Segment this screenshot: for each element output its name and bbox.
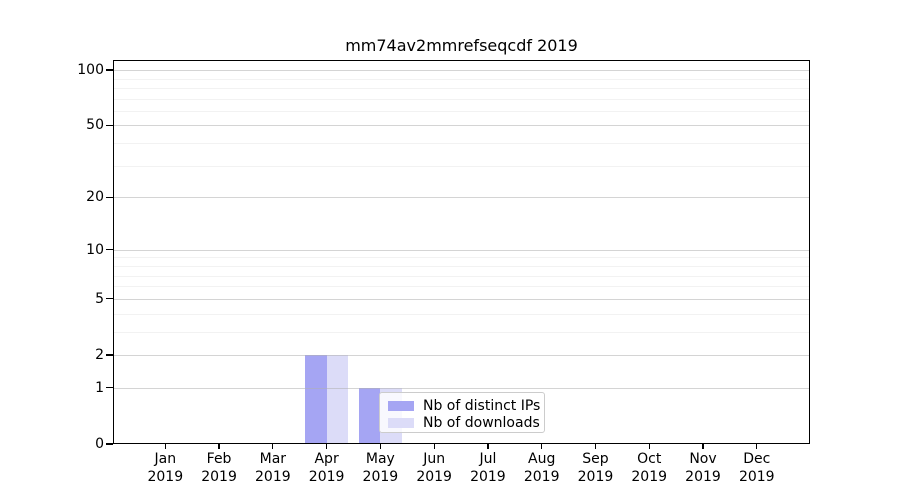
y-tick-mark <box>106 298 113 300</box>
x-tick-mark <box>379 444 382 449</box>
minor-gridline <box>113 110 810 112</box>
minor-gridline <box>113 313 810 315</box>
bar-distinct-ips <box>358 387 381 444</box>
x-tick-mark <box>702 444 704 449</box>
minor-gridline <box>113 143 810 145</box>
x-tick-label: Apr 2019 <box>308 451 345 485</box>
legend-item-downloads: Nb of downloads <box>380 414 544 431</box>
y-tick-label: 100 <box>77 62 104 79</box>
x-tick-mark <box>164 444 166 449</box>
minor-gridline <box>113 286 810 288</box>
plot-frame <box>113 60 810 444</box>
legend-item-distinct-ips: Nb of distinct IPs <box>380 397 544 414</box>
x-tick-label: Sep 2019 <box>577 451 614 485</box>
x-tick-mark <box>325 444 328 449</box>
x-tick-label: Aug 2019 <box>523 451 560 485</box>
legend: Nb of distinct IPs Nb of downloads <box>379 392 545 433</box>
y-tick-label: 5 <box>95 290 104 307</box>
chart-title: mm74av2mmrefseqcdf 2019 <box>345 36 578 55</box>
bar-distinct-ips <box>305 354 327 444</box>
y-tick-mark <box>106 249 113 251</box>
x-tick-mark <box>648 444 650 449</box>
x-tick-mark <box>541 444 543 449</box>
y-tick-mark <box>106 69 113 71</box>
y-tick-label: 0 <box>95 436 104 452</box>
x-tick-mark <box>594 444 597 449</box>
y-tick-mark <box>106 196 113 198</box>
x-tick-mark <box>433 444 435 449</box>
minor-gridline <box>113 265 810 267</box>
major-gridline <box>113 354 810 356</box>
major-gridline <box>113 125 810 127</box>
major-gridline <box>113 387 810 389</box>
x-tick-label: Mar 2019 <box>255 451 291 485</box>
x-tick-label: Nov 2019 <box>685 451 721 485</box>
major-gridline <box>113 197 810 199</box>
x-tick-label: Dec 2019 <box>738 451 775 485</box>
bar-downloads <box>326 354 349 444</box>
minor-gridline <box>113 87 810 89</box>
legend-swatch-distinct-ips-icon <box>388 400 414 411</box>
legend-swatch-downloads-icon <box>388 417 414 428</box>
x-tick-label: Jan 2019 <box>147 451 184 485</box>
y-tick-label: 20 <box>86 189 104 206</box>
y-tick-mark <box>106 387 113 389</box>
major-gridline <box>113 70 810 72</box>
x-tick-mark <box>487 444 489 449</box>
x-tick-mark <box>218 444 220 449</box>
x-tick-label: Jul 2019 <box>470 451 506 485</box>
minor-gridline <box>113 98 810 100</box>
x-tick-mark <box>756 444 758 449</box>
x-tick-label: Oct 2019 <box>631 451 668 485</box>
minor-gridline <box>113 275 810 277</box>
major-gridline <box>113 249 810 251</box>
x-tick-label: May 2019 <box>362 451 399 485</box>
y-tick-label: 2 <box>95 346 104 363</box>
y-tick-mark <box>106 354 113 356</box>
plot-area: Nb of distinct IPs Nb of downloads <box>113 60 810 444</box>
y-tick-label: 1 <box>95 379 104 396</box>
x-tick-label: Jun 2019 <box>416 451 452 485</box>
y-tick-label: 10 <box>86 241 104 258</box>
y-tick-mark <box>106 124 113 127</box>
minor-gridline <box>113 78 810 80</box>
major-gridline <box>113 298 810 300</box>
x-tick-label: Feb 2019 <box>201 451 237 485</box>
minor-gridline <box>113 257 810 259</box>
x-tick-mark <box>272 444 274 449</box>
y-tick-label: 50 <box>86 117 104 134</box>
minor-gridline <box>113 331 810 333</box>
y-tick-mark <box>106 443 113 445</box>
minor-gridline <box>113 165 810 167</box>
legend-label-downloads: Nb of downloads <box>423 414 540 431</box>
legend-label-distinct-ips: Nb of distinct IPs <box>423 397 541 414</box>
